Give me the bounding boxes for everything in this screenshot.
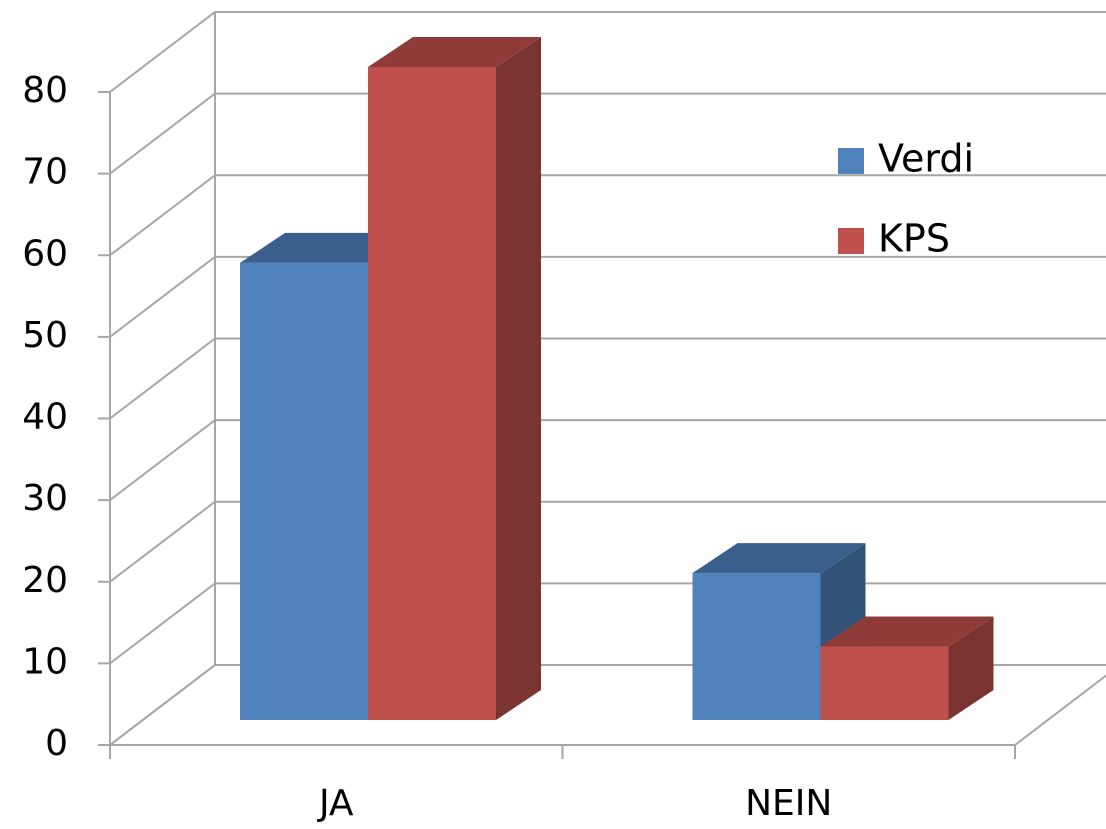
legend-swatch (838, 148, 864, 174)
x-tick-label: JA (317, 783, 354, 824)
y-tick-label: 70 (22, 152, 68, 193)
bar-top (820, 616, 994, 647)
legend-swatch (838, 228, 864, 254)
y-tick-label: 0 (45, 723, 68, 764)
x-tick-label: NEIN (745, 783, 832, 824)
y-tick-label: 20 (22, 560, 68, 601)
grid-line (109, 174, 1106, 257)
grid-line (109, 255, 1106, 338)
bar (368, 67, 496, 720)
bar-side (948, 616, 994, 720)
grid-line (109, 419, 1106, 501)
bar-top (368, 37, 541, 67)
y-tick-label: 80 (22, 70, 68, 111)
y-tick-label: 30 (22, 478, 68, 519)
bar (240, 262, 368, 720)
grid-line (109, 11, 1106, 93)
y-tick-label: 50 (22, 315, 68, 356)
grid-line (109, 337, 1106, 420)
legend-label: Verdi (878, 137, 974, 181)
bar-side (496, 37, 541, 720)
grid-line (109, 92, 1106, 175)
y-tick-label: 10 (22, 641, 68, 682)
legend-label: KPS (878, 217, 950, 261)
bar-top (692, 543, 866, 574)
bar (820, 646, 949, 720)
y-tick-label: 60 (22, 233, 68, 274)
bar (692, 573, 821, 720)
y-tick-label: 40 (22, 397, 68, 438)
grid-line (109, 500, 1106, 583)
